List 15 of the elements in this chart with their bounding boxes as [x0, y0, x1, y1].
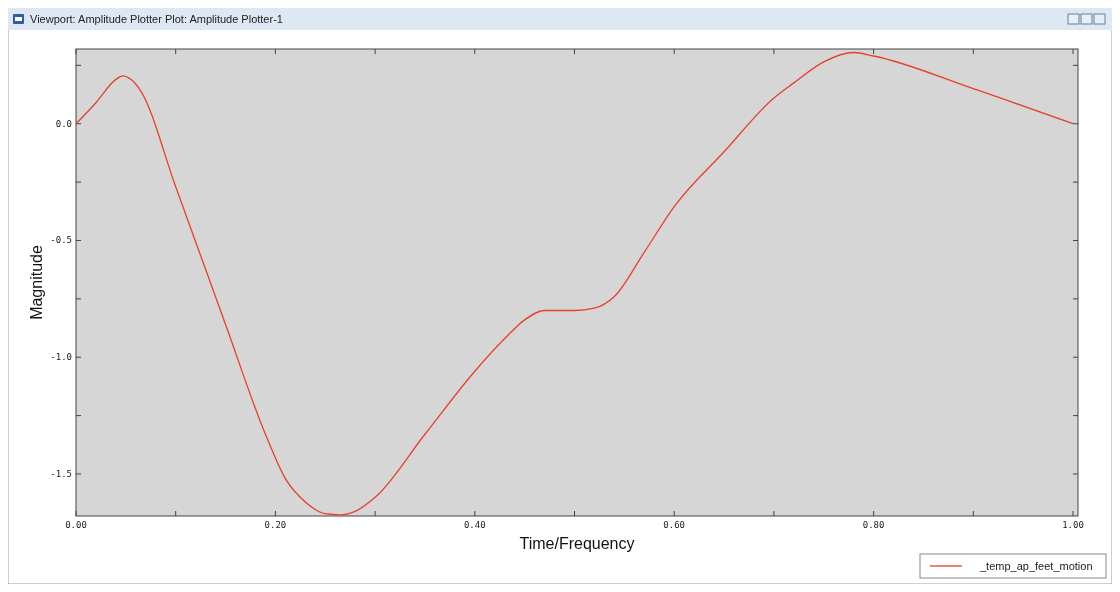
legend-label: _temp_ap_feet_motion [979, 560, 1093, 572]
y-tick-label: -1.5 [50, 468, 72, 479]
x-tick-label: 0.80 [862, 520, 885, 530]
x-axis-title: Time/Frequency [519, 535, 635, 552]
x-tick-label: 0.20 [264, 520, 287, 530]
y-tick-label: -1.0 [50, 352, 72, 363]
y-axis-title: Magnitude [28, 245, 45, 320]
chart-title: Viewport: Amplitude Plotter Plot: Amplitude Plotter-1 [30, 13, 283, 25]
x-tick-label: 0.00 [65, 520, 87, 530]
y-tick-label: 0.0 [55, 118, 72, 129]
x-tick-label: 1.00 [1062, 520, 1084, 530]
x-tick-label: 0.40 [463, 520, 486, 530]
x-tick-label: 0.60 [663, 520, 686, 530]
y-tick-label: -0.5 [50, 235, 72, 246]
line-series [76, 51, 1074, 516]
